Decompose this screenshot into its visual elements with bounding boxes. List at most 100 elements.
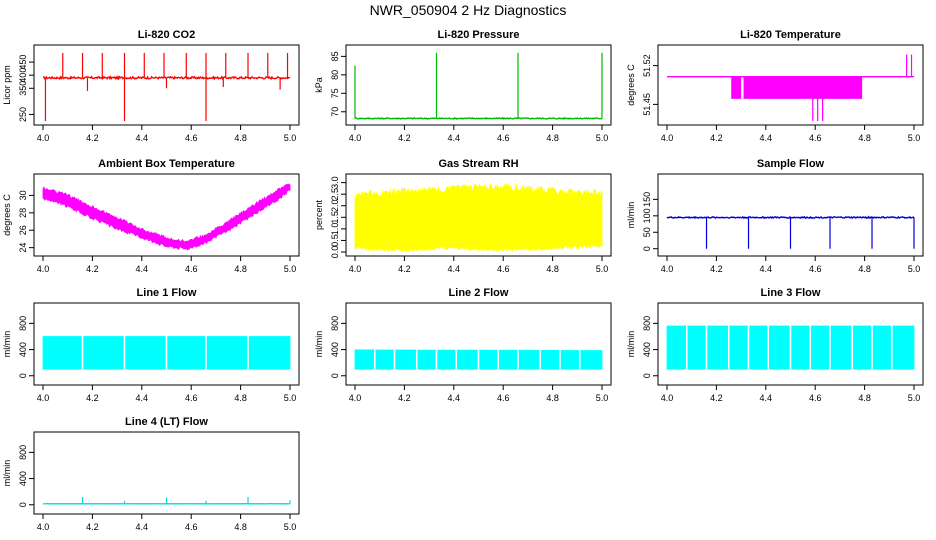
x-tick-label: 4.2 [86,393,99,403]
series-band [743,76,863,99]
y-tick-label: 0 [18,373,28,378]
y-tick-label: 30 [18,190,28,200]
x-tick-label: 4.2 [86,522,99,532]
x-tick-label: 4.0 [37,133,50,143]
chart-title: Sample Flow [757,158,825,170]
y-tick-label: 80 [330,70,340,80]
chart-line3: Line 3 Flow 4.0 4.2 4.4 4.6 4.8 5.0 0 400 800 ml/m… [626,287,924,403]
x-tick-label: 4.4 [760,393,773,403]
x-tick-label: 5.0 [596,393,609,403]
y-tick-label: 1.0 [330,223,340,236]
y-tick-label: 250 [18,107,28,122]
chart-title: Li-820 Pressure [438,29,520,41]
x-tick-label: 4.0 [349,264,362,274]
y-tick-label: 800 [18,316,28,331]
chart-temp820: Li-820 Temperature 4.0 4.2 4.4 4.6 4.8 5.0 51.4… [626,29,924,143]
x-tick-label: 4.4 [136,264,149,274]
x-tick-label: 4.2 [710,264,723,274]
x-tick-label: 4.6 [185,264,198,274]
x-tick-label: 4.4 [136,393,149,403]
x-tick-label: 4.2 [398,264,411,274]
y-tick-label: 75 [330,88,340,98]
plot-frame [345,302,612,386]
x-tick-label: 4.0 [349,133,362,143]
plot-frame [33,44,300,126]
x-tick-label: 5.0 [908,264,921,274]
y-axis-label: ml/min [626,331,636,358]
x-tick-label: 5.0 [908,133,921,143]
x-tick-label: 4.0 [37,522,50,532]
plot-frame [33,173,300,257]
x-tick-label: 5.0 [908,393,921,403]
y-axis-label: degrees C [2,194,12,236]
x-tick-label: 4.6 [809,133,822,143]
chart-title: Line 4 (LT) Flow [125,416,208,428]
y-tick-label: 0.0 [330,246,340,259]
x-tick-label: 4.8 [234,522,247,532]
y-axis-label: ml/min [314,331,324,358]
x-tick-label: 4.0 [349,393,362,403]
series-band [42,183,291,251]
x-tick-label: 4.0 [37,264,50,274]
x-tick-label: 4.0 [661,264,674,274]
page-title: NWR_050904 2 Hz Diagnostics [369,2,567,18]
chart-line4: Line 4 (LT) Flow 4.0 4.2 4.4 4.6 4.8 5.0 0 400 80… [2,416,300,532]
y-tick-label: 51.45 [642,93,652,116]
x-tick-label: 5.0 [284,264,297,274]
chart-title: Gas Stream RH [438,158,518,170]
x-tick-label: 4.6 [185,393,198,403]
y-axis-label: degrees C [626,64,636,106]
y-tick-label: 70 [330,107,340,117]
y-tick-label: 50 [642,227,652,237]
x-tick-label: 4.4 [760,133,773,143]
y-tick-label: 400 [330,342,340,357]
y-tick-label: 400 [18,68,28,83]
x-tick-label: 4.6 [185,522,198,532]
y-tick-label: 28 [18,208,28,218]
y-tick-label: 85 [330,51,340,61]
chart-line1: Line 1 Flow 4.0 4.2 4.4 4.6 4.8 5.0 0 400 800 ml/m… [2,287,300,403]
x-tick-label: 4.6 [497,133,510,143]
chart-title: Line 2 Flow [449,287,509,299]
y-tick-label: 400 [18,342,28,357]
y-axis-label: ml/min [2,331,12,358]
chart-title: Li-820 CO2 [138,29,195,41]
x-tick-label: 4.2 [398,133,411,143]
y-tick-label: 1.5 [330,211,340,224]
y-tick-label: 0.5 [330,234,340,247]
x-tick-label: 4.0 [661,393,674,403]
chart-title: Li-820 Temperature [740,29,841,41]
y-axis-label: ml/min [2,460,12,487]
chart-boxtemp: Ambient Box Temperature 4.0 4.2 4.4 4.6 4.8 5.… [2,158,300,274]
x-tick-label: 4.6 [809,264,822,274]
y-tick-label: 800 [18,445,28,460]
x-tick-label: 4.2 [710,393,723,403]
x-tick-label: 4.4 [136,522,149,532]
x-tick-label: 4.0 [37,393,50,403]
x-tick-label: 4.2 [86,264,99,274]
x-tick-label: 4.8 [234,393,247,403]
plot-frame [345,173,612,257]
y-tick-label: 51.52 [642,54,652,77]
chart-title: Line 1 Flow [137,287,197,299]
x-tick-label: 5.0 [284,133,297,143]
y-axis-label: ml/min [626,202,636,229]
x-tick-label: 4.4 [448,264,461,274]
x-tick-label: 4.8 [858,264,871,274]
y-tick-label: 0 [642,373,652,378]
chart-line2: Line 2 Flow 4.0 4.2 4.4 4.6 4.8 5.0 0 400 800 ml/m… [314,287,612,403]
x-tick-label: 4.8 [234,264,247,274]
x-tick-label: 4.8 [546,264,559,274]
x-tick-label: 4.8 [546,393,559,403]
y-tick-label: 0 [642,246,652,251]
x-tick-label: 5.0 [596,264,609,274]
chart-pressure: Li-820 Pressure 4.0 4.2 4.4 4.6 4.8 5.0 70 75 80 8… [314,29,612,143]
x-tick-label: 4.2 [86,133,99,143]
plot-frame [657,44,924,126]
x-tick-label: 4.4 [760,264,773,274]
y-axis-label: percent [314,199,324,230]
x-tick-label: 5.0 [284,393,297,403]
x-tick-label: 4.6 [185,133,198,143]
y-axis-label: Licor ppm [2,65,12,105]
